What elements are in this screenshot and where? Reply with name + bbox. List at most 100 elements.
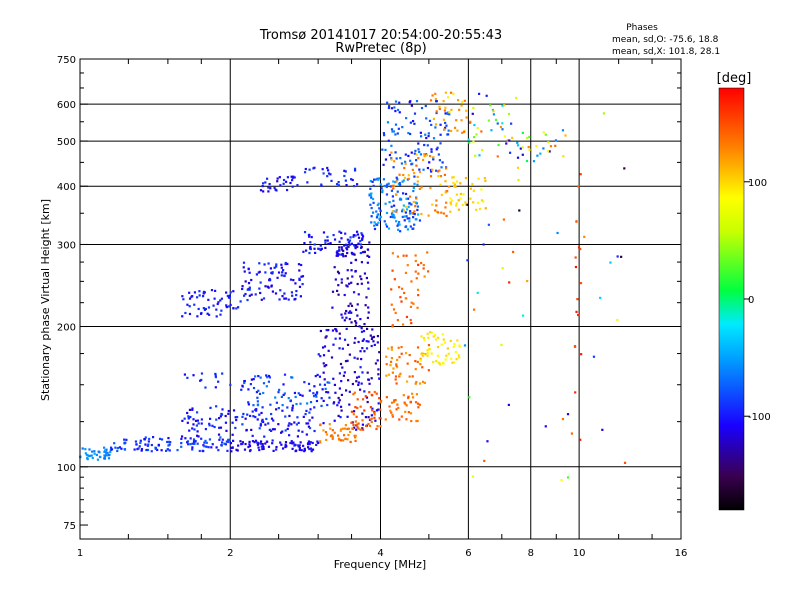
echo-point <box>387 139 390 142</box>
echo-point <box>275 408 278 411</box>
echo-point <box>230 446 233 450</box>
echo-point <box>391 324 394 327</box>
echo-point <box>342 255 345 258</box>
echo-point <box>428 161 431 164</box>
echo-point <box>456 180 459 183</box>
echo-point <box>418 168 421 171</box>
echo-point <box>225 429 228 432</box>
echo-point <box>98 451 101 454</box>
echo-point <box>84 448 87 451</box>
echo-point <box>388 405 391 408</box>
echo-point <box>280 263 283 266</box>
echo-point <box>372 340 375 343</box>
echo-point <box>412 200 415 204</box>
echo-point <box>340 248 344 251</box>
echo-point <box>306 181 309 184</box>
echo-point <box>344 254 347 258</box>
echo-point <box>123 438 126 441</box>
echo-point <box>395 193 398 196</box>
echo-point <box>418 187 421 191</box>
echo-point <box>148 437 151 441</box>
echo-point <box>384 223 388 226</box>
echo-point <box>188 408 192 411</box>
echo-point <box>423 338 426 341</box>
echo-point <box>356 398 359 401</box>
echo-point <box>309 245 312 249</box>
echo-point <box>420 186 423 189</box>
echo-point <box>293 391 297 395</box>
echo-point <box>337 284 340 287</box>
echo-point <box>367 287 370 290</box>
echo-point <box>355 415 358 418</box>
echo-point <box>320 184 323 187</box>
echo-point <box>217 380 220 383</box>
echo-point <box>371 211 375 214</box>
echo-point <box>274 188 277 191</box>
echo-point <box>291 404 295 407</box>
echo-point <box>118 446 121 449</box>
echo-point <box>489 104 492 107</box>
echo-point <box>291 447 294 450</box>
echo-point <box>239 300 242 303</box>
echo-point <box>116 446 120 450</box>
echo-point <box>146 448 150 452</box>
echo-point <box>343 319 346 322</box>
echo-point <box>416 175 419 178</box>
echo-point <box>247 403 250 406</box>
echo-point <box>374 362 378 365</box>
echo-point <box>416 183 419 186</box>
echo-point <box>370 206 373 210</box>
echo-point <box>300 263 303 267</box>
echo-point <box>461 100 464 103</box>
echo-point <box>564 134 567 137</box>
echo-point <box>231 433 234 436</box>
echo-point <box>280 443 283 446</box>
echo-point <box>329 427 332 430</box>
echo-point <box>392 400 396 404</box>
echo-point <box>267 445 271 448</box>
echo-point <box>212 304 215 307</box>
echo-point <box>576 298 579 301</box>
echo-point <box>549 145 553 148</box>
echo-point <box>350 261 353 264</box>
echo-point <box>247 388 250 391</box>
echo-point <box>166 440 169 444</box>
echo-point <box>351 421 354 424</box>
echo-point <box>487 119 490 122</box>
echo-point <box>616 318 619 322</box>
echo-point <box>324 239 327 242</box>
echo-point <box>293 298 296 301</box>
echo-point <box>419 153 423 156</box>
echo-point <box>390 346 393 349</box>
echo-point <box>103 457 107 460</box>
echo-point <box>321 168 324 171</box>
echo-point <box>250 428 253 432</box>
echo-point <box>398 198 402 201</box>
echo-point <box>251 434 254 437</box>
echo-point <box>399 296 402 299</box>
echo-point <box>453 185 456 188</box>
echo-point <box>471 112 474 115</box>
echo-point <box>574 391 577 394</box>
echo-point <box>270 285 273 288</box>
echo-point <box>430 150 433 153</box>
echo-point <box>358 388 362 391</box>
echo-point <box>554 144 557 147</box>
echo-point <box>289 181 292 185</box>
echo-point <box>292 175 295 178</box>
echo-point <box>439 183 442 186</box>
echo-point <box>362 329 366 333</box>
echo-point <box>339 439 343 442</box>
echo-point <box>440 343 443 346</box>
echo-point <box>333 431 336 434</box>
echo-point <box>311 448 315 451</box>
echo-point <box>431 94 434 97</box>
echo-point <box>203 441 206 444</box>
echo-point <box>423 153 426 156</box>
echo-point <box>361 235 365 238</box>
echo-point <box>135 443 138 446</box>
echo-point <box>350 321 353 324</box>
echo-point <box>303 230 307 234</box>
echo-point <box>365 296 368 299</box>
echo-point <box>373 411 376 414</box>
